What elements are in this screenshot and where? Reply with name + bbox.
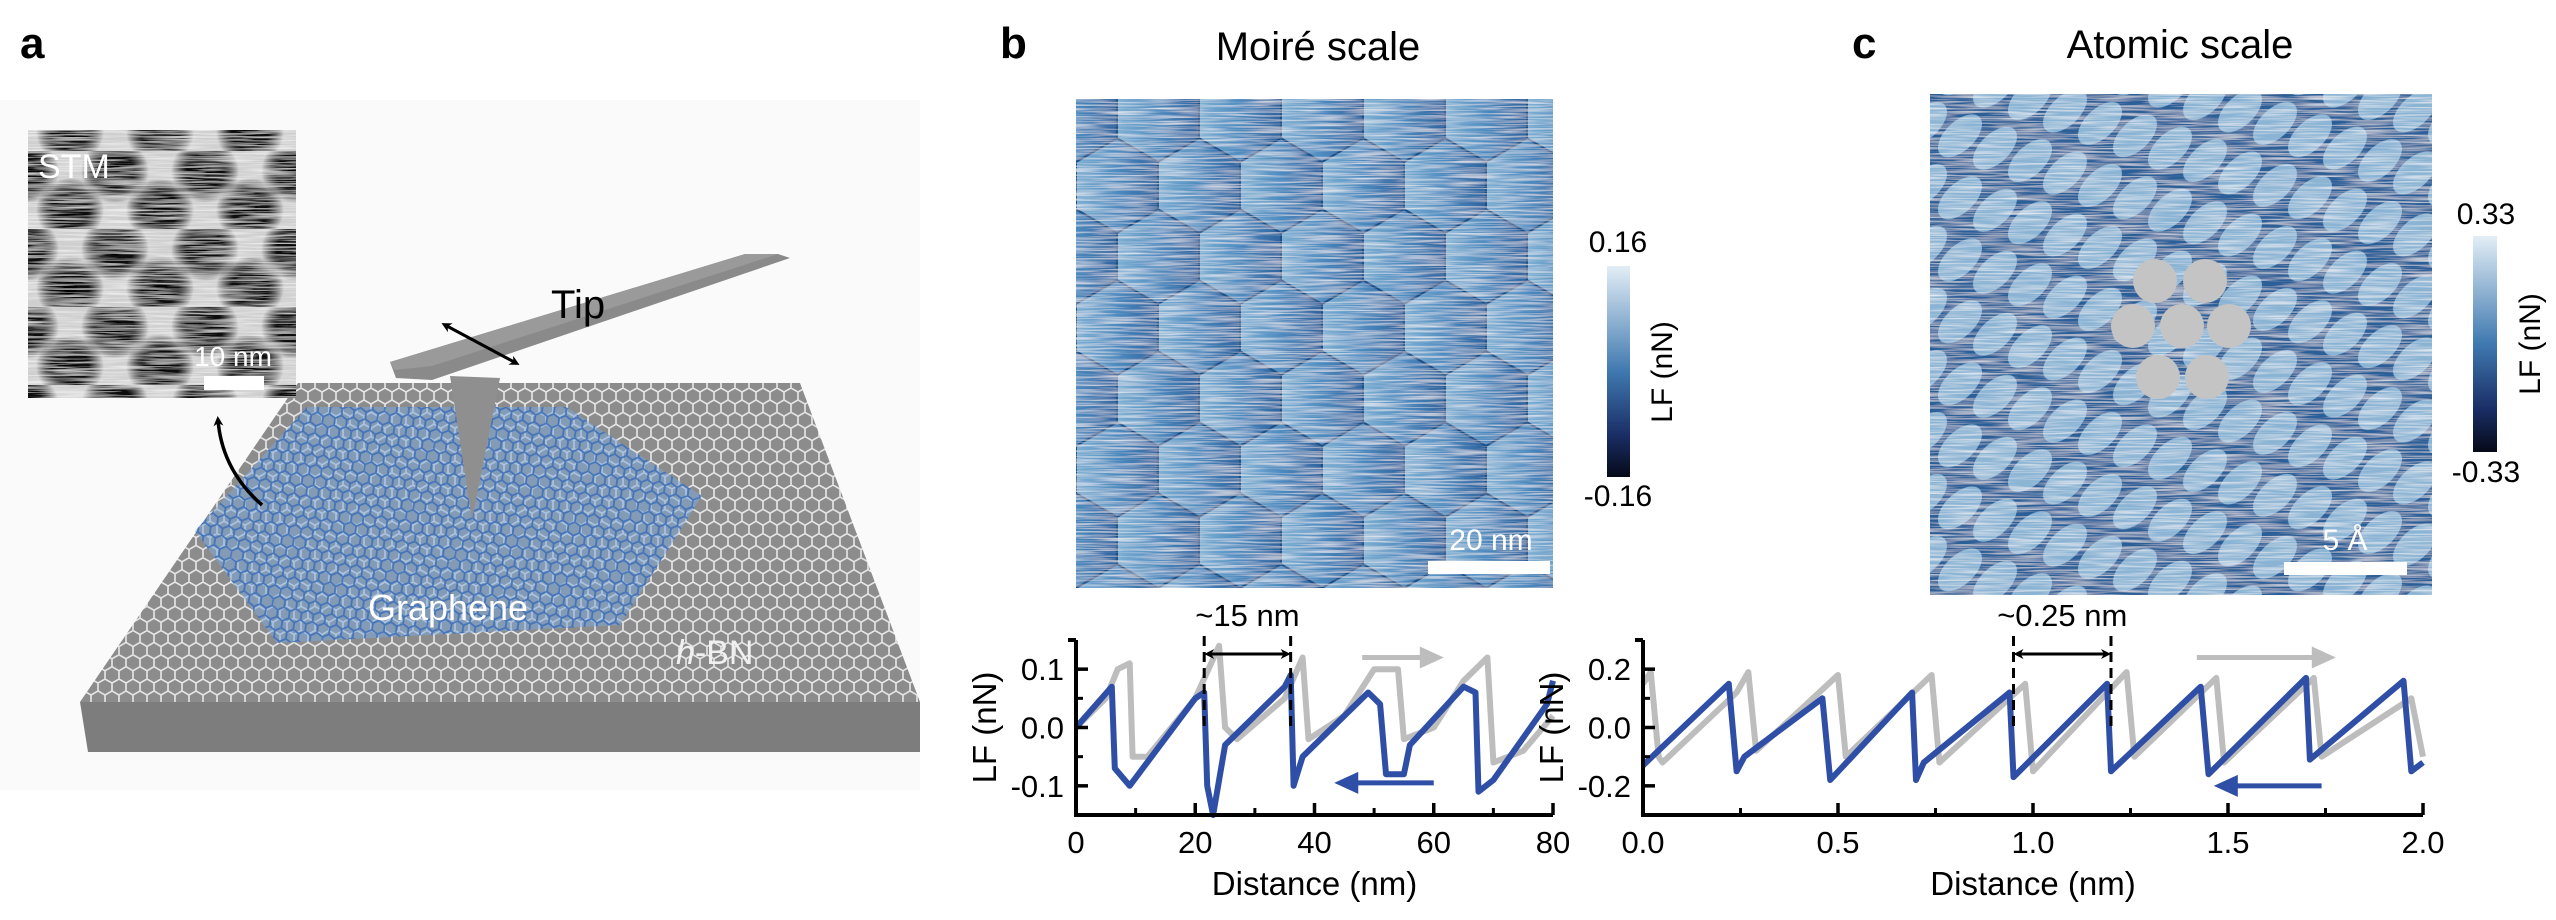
hbn-label-italic: h (676, 634, 695, 672)
lattice-circles (2111, 259, 2251, 399)
series-forward-line (1640, 669, 2426, 775)
scan-direction-arrow-icon (441, 323, 520, 365)
spacing-annotation: ~15 nm (1195, 598, 1299, 633)
x-tick-label: 60 (1417, 825, 1451, 860)
hbn-label-rest: -BN (695, 634, 754, 672)
colorbar-c-min: -0.33 (2452, 456, 2520, 489)
x-tick-label: 1.5 (2206, 825, 2249, 860)
panel-label-a: a (20, 19, 45, 68)
lattice-atom-marker (2160, 304, 2204, 348)
x-tick-label: 1.0 (2011, 825, 2054, 860)
stm-scalebar-label: 10 nm (194, 341, 272, 372)
stm-scalebar (204, 376, 264, 390)
y-tick-label: -0.2 (1578, 769, 1631, 804)
series-backward-line (1073, 672, 1556, 818)
atomic-scalebar (2284, 562, 2407, 575)
x-tick-label: 40 (1297, 825, 1331, 860)
moire-lf-map: 20 nm (1076, 99, 1553, 588)
x-tick-label: 0 (1067, 825, 1084, 860)
friction-loop-plot-c: 0.0 0.5 1.0 1.5 2.0 0.2 0.0 -0.2 Distance (nm) LF… (1533, 598, 2445, 902)
moire-scalebar (1428, 561, 1550, 574)
stm-inset-image: STM 10 nm (28, 130, 296, 398)
stm-label: STM (38, 148, 110, 186)
forward-scan-arrowhead-icon (1419, 646, 1444, 669)
y-tick-label: 0.1 (1021, 652, 1064, 687)
tip-label: Tip (551, 283, 605, 327)
series-backward-line (1640, 674, 2425, 783)
lattice-atom-marker (2183, 259, 2227, 303)
spacing-annotation: ~0.25 nm (1997, 598, 2127, 633)
x-tick-label: 0.5 (1816, 825, 1859, 860)
atomic-lf-map: 5 Å (1930, 94, 2432, 595)
panel-c: c Atomic scale 5 Å 0.33 -0.33 LF (nN) 0.… (1533, 19, 2547, 902)
graphene-label: Graphene (368, 587, 528, 628)
x-tick-label: 2.0 (2401, 825, 2444, 860)
x-tick-label: 0.0 (1621, 825, 1664, 860)
lattice-atom-marker (2185, 355, 2229, 399)
lattice-atom-marker (2207, 304, 2251, 348)
inset-pointer-arrow-icon (213, 416, 264, 507)
y-tick-label: 0.0 (1588, 711, 1631, 746)
forward-scan-arrowhead-icon (2311, 646, 2336, 669)
y-tick-label: 0.0 (1021, 711, 1064, 746)
lattice-atom-marker (2136, 355, 2180, 399)
panel-label-b: b (1000, 19, 1027, 68)
colorbar-b-max: 0.16 (1589, 226, 1647, 259)
y-tick-label: -0.1 (1011, 769, 1064, 804)
panel-b-title: Moiré scale (1216, 25, 1421, 69)
colorbar-b-label: LF (nN) (1646, 321, 1679, 423)
colorbar-c: 0.33 -0.33 LF (nN) (2452, 198, 2547, 489)
x-tick-label: 80 (1536, 825, 1570, 860)
backward-scan-arrowhead-icon (1334, 771, 1359, 794)
y-axis-label: LF (nN) (1533, 672, 1570, 784)
backward-scan-arrowhead-icon (2213, 774, 2238, 797)
panel-c-title: Atomic scale (2067, 23, 2294, 67)
colorbar-b-min: -0.16 (1584, 480, 1652, 513)
colorbar-b: 0.16 -0.16 LF (nN) (1584, 226, 1679, 513)
atomic-scalebar-label: 5 Å (2322, 524, 2367, 557)
panel-a: a Tip Graphene h-BN STM 10 nm (0, 19, 920, 790)
colorbar-c-max: 0.33 (2457, 198, 2515, 231)
series-forward-line (1073, 642, 1556, 766)
moire-scalebar-label: 20 nm (1449, 524, 1532, 557)
panel-label-c: c (1852, 19, 1876, 68)
x-axis-label: Distance (nm) (1212, 865, 1417, 902)
panel-b: b Moiré scale 20 nm 0.16 -0.16 LF (nN) 0… (966, 19, 1679, 902)
graphene-sheet (195, 407, 702, 643)
friction-loop-plot-b: 0 20 40 60 80 0.1 0.0 -0.1 Distance (nm) LF (nN) ~… (966, 598, 1570, 902)
x-axis-label: Distance (nm) (1930, 865, 2135, 902)
y-tick-label: 0.2 (1588, 652, 1631, 687)
lattice-atom-marker (2133, 259, 2177, 303)
x-tick-label: 20 (1178, 825, 1212, 860)
y-axis-label: LF (nN) (966, 672, 1003, 784)
lattice-atom-marker (2111, 304, 2155, 348)
colorbar-c-label: LF (nN) (2514, 293, 2547, 395)
hbn-label: h-BN (676, 634, 753, 672)
